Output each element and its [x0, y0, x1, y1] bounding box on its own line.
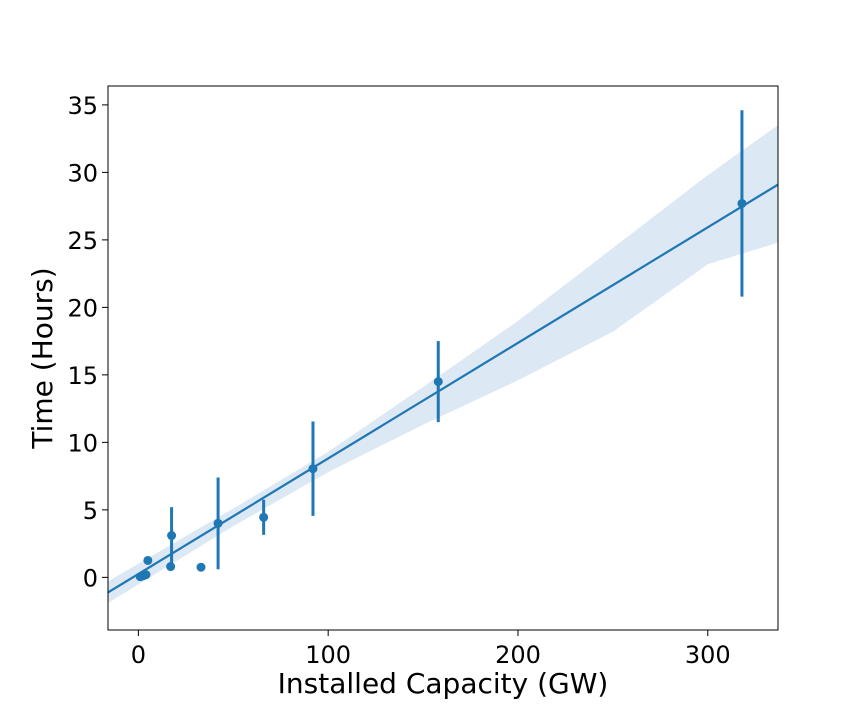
- y-axis-ticks: 0 5 10 15 20 25 30 35: [67, 92, 108, 592]
- data-point: [196, 562, 206, 572]
- data-point: [259, 512, 269, 522]
- data-point: [737, 198, 747, 208]
- y-tick-label: 30: [67, 159, 98, 187]
- y-tick-label: 10: [67, 429, 98, 457]
- y-tick-label: 15: [67, 362, 98, 390]
- data-point: [308, 464, 318, 474]
- y-tick-label: 20: [67, 294, 98, 322]
- x-tick-label: 200: [495, 641, 541, 669]
- plot-frame: [107, 85, 779, 631]
- y-tick-label: 0: [83, 564, 98, 592]
- y-tick-label: 35: [67, 92, 98, 120]
- data-point: [433, 377, 443, 387]
- data-point: [166, 562, 176, 572]
- y-axis-title: Time (Hours): [26, 267, 59, 449]
- confidence-band: [108, 125, 778, 603]
- data-point: [213, 518, 223, 528]
- x-tick-label: 0: [131, 641, 146, 669]
- data-point: [141, 570, 151, 580]
- confidence-band-layer: [108, 125, 778, 603]
- data-point: [143, 555, 153, 565]
- x-axis-title: Installed Capacity (GW): [278, 667, 609, 700]
- x-tick-label: 100: [305, 641, 351, 669]
- x-axis-ticks: 0 100 200 300: [131, 630, 731, 669]
- data-point: [167, 531, 177, 541]
- y-tick-label: 25: [67, 227, 98, 255]
- y-tick-label: 5: [83, 497, 98, 525]
- x-tick-label: 300: [685, 641, 731, 669]
- data-point-layer: [135, 198, 747, 582]
